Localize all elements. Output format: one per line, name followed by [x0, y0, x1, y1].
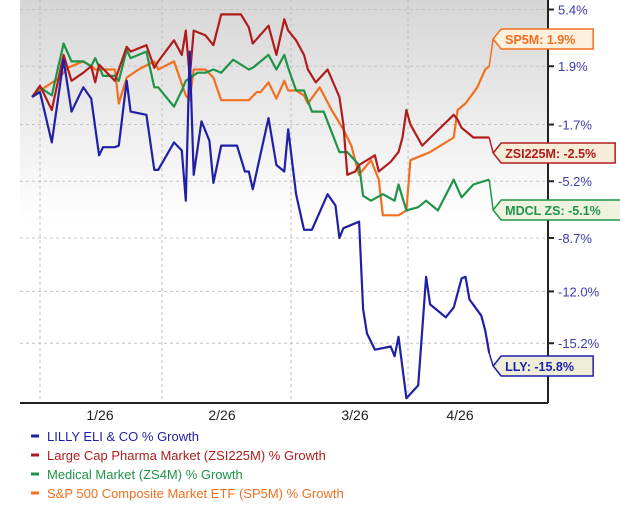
y-tick-label: -8.7% [558, 231, 592, 246]
callout-label: SP5M: 1.9% [505, 33, 575, 47]
y-tick-label: -12.0% [558, 284, 600, 299]
y-tick-label: 1.9% [558, 59, 588, 74]
callout-label: LLY: -15.8% [505, 360, 574, 374]
x-axis-ticks: 1/26 2/26 3/26 4/26 [86, 407, 473, 423]
y-tick-label: -15.2% [558, 336, 600, 351]
x-tick-label: 4/26 [446, 407, 473, 423]
x-tick-label: 3/26 [341, 407, 368, 423]
callout-leader [488, 352, 494, 367]
series-line-0 [31, 50, 491, 400]
callout-1: ZSI225M: -2.5% [488, 137, 616, 164]
callout-0: LLY: -15.8% [488, 352, 594, 377]
y-tick-label: -5.2% [558, 174, 592, 189]
y-tick-label: -1.7% [558, 118, 592, 133]
x-tick-label: 2/26 [208, 407, 235, 423]
legend-label: Large Cap Pharma Market (ZSI225M) % Grow… [47, 448, 326, 463]
y-tick-label: 5.4% [558, 3, 588, 18]
callout-box [492, 355, 594, 377]
series-line-1 [31, 13, 490, 176]
callout-box [492, 142, 616, 164]
legend-label: LILLY ELI & CO % Growth [47, 429, 199, 444]
plot-background [20, 0, 548, 403]
callout-leader [488, 179, 494, 211]
legend: LILLY ELI & CO % Growth Large Cap Pharma … [31, 429, 344, 501]
legend-item-3: S&P 500 Composite Market ETF (SP5M) % Gr… [31, 486, 344, 501]
legend-item-2: Medical Market (ZS4M) % Growth [31, 467, 243, 482]
y-axis-ticks: 5.4% 1.9% -1.7% -5.2% -8.7% -12.0% -15.2% [548, 3, 600, 351]
end-value-callouts: LLY: -15.8% ZSI225M: -2.5% MDCL ZS: -5.1% S… [488, 28, 620, 377]
callout-label: ZSI225M: -2.5% [505, 147, 596, 161]
callout-box [492, 28, 594, 50]
legend-label: S&P 500 Composite Market ETF (SP5M) % Gr… [47, 486, 344, 501]
callout-3: SP5M: 1.9% [488, 28, 594, 67]
callout-label: MDCL ZS: -5.1% [505, 204, 601, 218]
callout-2: MDCL ZS: -5.1% [488, 179, 620, 221]
legend-item-1: Large Cap Pharma Market (ZSI225M) % Grow… [31, 448, 326, 463]
legend-item-0: LILLY ELI & CO % Growth [31, 429, 199, 444]
series-line-2 [31, 42, 490, 212]
callout-leader [488, 137, 494, 154]
callout-box [492, 199, 620, 221]
x-tick-label: 1/26 [86, 407, 113, 423]
series-lines [31, 13, 491, 400]
callout-leader [488, 38, 494, 67]
legend-label: Medical Market (ZS4M) % Growth [47, 467, 243, 482]
